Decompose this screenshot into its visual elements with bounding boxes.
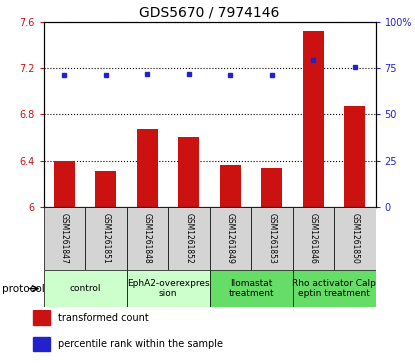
Bar <box>33 310 50 325</box>
Title: GDS5670 / 7974146: GDS5670 / 7974146 <box>139 5 280 19</box>
Text: GSM1261850: GSM1261850 <box>350 213 359 264</box>
Text: control: control <box>69 284 101 293</box>
Bar <box>44 207 85 270</box>
Bar <box>210 270 293 307</box>
Bar <box>210 207 251 270</box>
Bar <box>137 129 158 207</box>
Bar <box>127 207 168 270</box>
Text: percentile rank within the sample: percentile rank within the sample <box>58 339 223 349</box>
Bar <box>85 207 127 270</box>
Text: llomastat
treatment: llomastat treatment <box>228 279 274 298</box>
Bar <box>44 270 127 307</box>
Bar <box>303 31 324 207</box>
Bar <box>95 171 116 207</box>
Text: protocol: protocol <box>2 284 45 294</box>
Text: GSM1261847: GSM1261847 <box>60 213 69 264</box>
Bar <box>178 138 199 207</box>
Bar <box>334 207 376 270</box>
Text: GSM1261852: GSM1261852 <box>184 213 193 264</box>
Bar <box>293 207 334 270</box>
Bar <box>127 270 210 307</box>
Bar <box>168 207 210 270</box>
Bar <box>251 207 293 270</box>
Bar <box>261 168 282 207</box>
Text: GSM1261849: GSM1261849 <box>226 213 235 264</box>
Bar <box>344 106 365 207</box>
Text: GSM1261851: GSM1261851 <box>101 213 110 264</box>
Bar <box>220 165 241 207</box>
Bar <box>293 270 376 307</box>
Text: Rho activator Calp
eptin treatment: Rho activator Calp eptin treatment <box>292 279 376 298</box>
Bar <box>54 160 75 207</box>
Text: GSM1261848: GSM1261848 <box>143 213 152 264</box>
Bar <box>33 337 50 351</box>
Text: transformed count: transformed count <box>58 313 149 323</box>
Text: GSM1261853: GSM1261853 <box>267 213 276 264</box>
Text: GSM1261846: GSM1261846 <box>309 213 318 264</box>
Text: EphA2-overexpres
sion: EphA2-overexpres sion <box>127 279 210 298</box>
